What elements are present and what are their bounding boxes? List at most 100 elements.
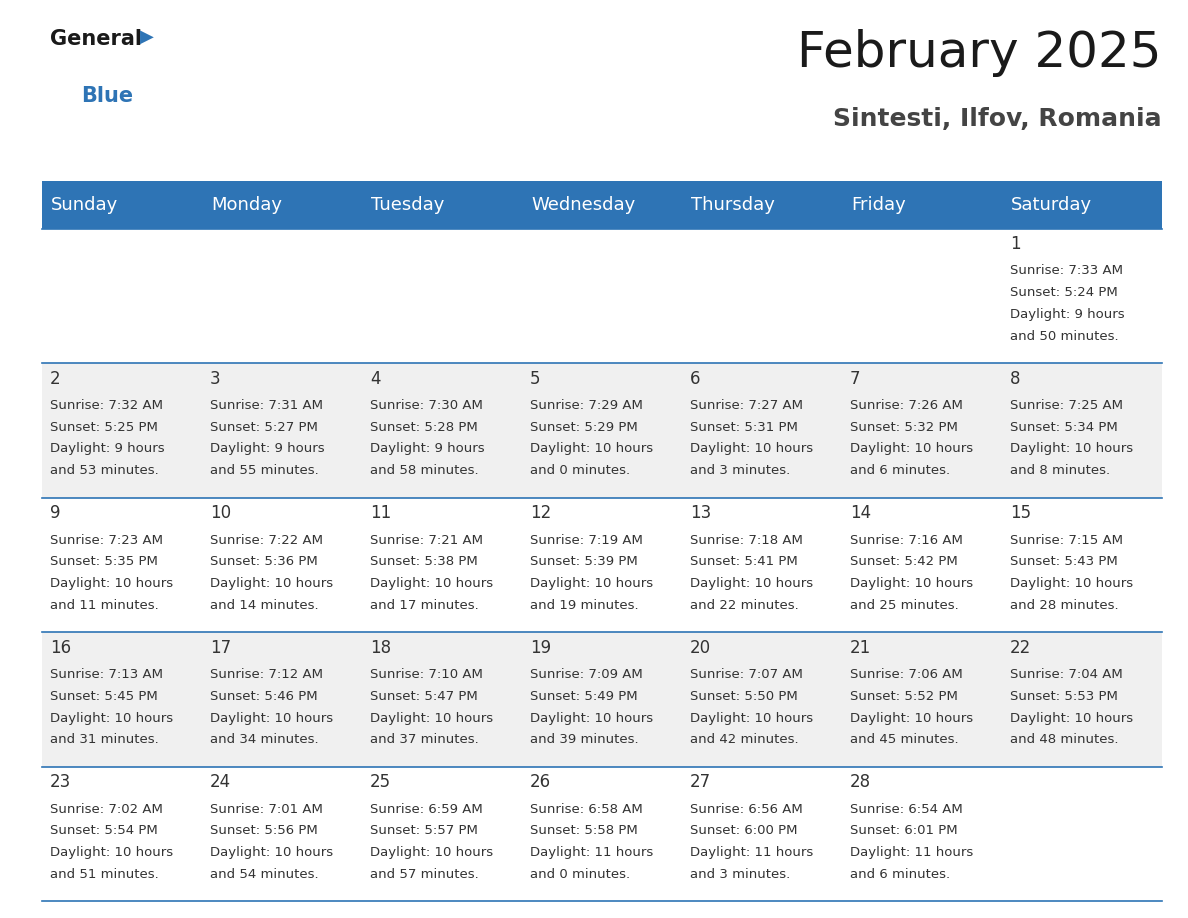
Text: Sunrise: 7:32 AM: Sunrise: 7:32 AM [50,399,163,412]
Text: 1: 1 [1010,235,1020,253]
Text: and 42 minutes.: and 42 minutes. [690,733,798,746]
Text: Sunset: 5:32 PM: Sunset: 5:32 PM [851,420,958,433]
Text: Daylight: 10 hours: Daylight: 10 hours [210,711,333,724]
Bar [42,498,1162,633]
Text: Sunset: 5:49 PM: Sunset: 5:49 PM [530,689,638,703]
Text: Sunrise: 7:18 AM: Sunrise: 7:18 AM [690,533,803,546]
Text: Sunrise: 7:13 AM: Sunrise: 7:13 AM [50,668,163,681]
Text: Sintesti, Ilfov, Romania: Sintesti, Ilfov, Romania [833,107,1162,131]
Text: Daylight: 10 hours: Daylight: 10 hours [690,442,813,455]
Text: Sunset: 5:52 PM: Sunset: 5:52 PM [851,689,958,703]
Text: Daylight: 11 hours: Daylight: 11 hours [851,846,973,859]
Text: Sunset: 5:46 PM: Sunset: 5:46 PM [210,689,317,703]
Text: Sunset: 5:39 PM: Sunset: 5:39 PM [530,555,638,568]
Text: Sunset: 5:50 PM: Sunset: 5:50 PM [690,689,798,703]
Text: and 28 minutes.: and 28 minutes. [1010,599,1119,611]
Text: Daylight: 10 hours: Daylight: 10 hours [851,442,973,455]
Text: and 58 minutes.: and 58 minutes. [369,465,479,477]
Text: and 14 minutes.: and 14 minutes. [210,599,318,611]
Text: 27: 27 [690,773,712,791]
Text: Monday: Monday [211,196,282,214]
Text: 16: 16 [50,639,71,656]
Text: General: General [50,29,141,50]
Text: Sunday: Sunday [51,196,119,214]
Text: Daylight: 11 hours: Daylight: 11 hours [690,846,814,859]
Text: Sunrise: 7:21 AM: Sunrise: 7:21 AM [369,533,484,546]
Text: Sunset: 5:34 PM: Sunset: 5:34 PM [1010,420,1118,433]
Text: Sunset: 5:25 PM: Sunset: 5:25 PM [50,420,158,433]
Text: Sunrise: 6:56 AM: Sunrise: 6:56 AM [690,802,803,816]
Text: Sunrise: 7:19 AM: Sunrise: 7:19 AM [530,533,643,546]
Text: and 54 minutes.: and 54 minutes. [210,868,318,880]
Text: Sunset: 6:00 PM: Sunset: 6:00 PM [690,824,797,837]
Text: Sunrise: 7:27 AM: Sunrise: 7:27 AM [690,399,803,412]
Text: and 6 minutes.: and 6 minutes. [851,465,950,477]
Text: 13: 13 [690,504,712,522]
Text: Daylight: 10 hours: Daylight: 10 hours [1010,577,1133,590]
Text: 12: 12 [530,504,551,522]
Text: Daylight: 10 hours: Daylight: 10 hours [210,577,333,590]
Text: Daylight: 10 hours: Daylight: 10 hours [530,442,653,455]
Text: 10: 10 [210,504,230,522]
Text: Sunset: 5:57 PM: Sunset: 5:57 PM [369,824,478,837]
Text: Sunset: 5:38 PM: Sunset: 5:38 PM [369,555,478,568]
Text: Sunset: 5:29 PM: Sunset: 5:29 PM [530,420,638,433]
Text: 8: 8 [1010,370,1020,387]
Text: Sunrise: 7:09 AM: Sunrise: 7:09 AM [530,668,643,681]
Text: Sunrise: 7:25 AM: Sunrise: 7:25 AM [1010,399,1123,412]
Text: Daylight: 10 hours: Daylight: 10 hours [1010,711,1133,724]
Text: 22: 22 [1010,639,1031,656]
Text: Daylight: 10 hours: Daylight: 10 hours [690,711,813,724]
Text: Daylight: 10 hours: Daylight: 10 hours [851,577,973,590]
Text: 9: 9 [50,504,61,522]
Text: Daylight: 9 hours: Daylight: 9 hours [1010,308,1125,320]
Text: and 55 minutes.: and 55 minutes. [210,465,318,477]
Text: Blue: Blue [81,86,133,106]
Text: 26: 26 [530,773,551,791]
Text: 25: 25 [369,773,391,791]
Text: Sunset: 5:54 PM: Sunset: 5:54 PM [50,824,158,837]
Text: 21: 21 [851,639,871,656]
Text: Daylight: 9 hours: Daylight: 9 hours [210,442,324,455]
Text: Sunset: 5:43 PM: Sunset: 5:43 PM [1010,555,1118,568]
Text: Sunset: 5:35 PM: Sunset: 5:35 PM [50,555,158,568]
Text: ▶: ▶ [140,28,154,46]
Text: 2: 2 [50,370,61,387]
Text: 28: 28 [851,773,871,791]
Text: Sunset: 5:47 PM: Sunset: 5:47 PM [369,689,478,703]
Text: Sunset: 5:27 PM: Sunset: 5:27 PM [210,420,318,433]
Text: Saturday: Saturday [1011,196,1093,214]
Text: Daylight: 10 hours: Daylight: 10 hours [369,577,493,590]
Text: Daylight: 9 hours: Daylight: 9 hours [50,442,164,455]
Text: Sunrise: 6:54 AM: Sunrise: 6:54 AM [851,802,962,816]
Text: Sunrise: 7:10 AM: Sunrise: 7:10 AM [369,668,482,681]
Bar [42,767,1162,901]
Text: 18: 18 [369,639,391,656]
Text: Sunrise: 7:15 AM: Sunrise: 7:15 AM [1010,533,1123,546]
Text: and 34 minutes.: and 34 minutes. [210,733,318,746]
Text: 14: 14 [851,504,871,522]
Text: and 51 minutes.: and 51 minutes. [50,868,159,880]
Text: and 31 minutes.: and 31 minutes. [50,733,159,746]
Text: Daylight: 9 hours: Daylight: 9 hours [369,442,485,455]
Text: 17: 17 [210,639,230,656]
Text: and 8 minutes.: and 8 minutes. [1010,465,1111,477]
Text: Sunset: 5:41 PM: Sunset: 5:41 PM [690,555,798,568]
Text: Sunset: 6:01 PM: Sunset: 6:01 PM [851,824,958,837]
Text: Friday: Friday [852,196,906,214]
Text: Sunset: 5:28 PM: Sunset: 5:28 PM [369,420,478,433]
Bar [42,633,1162,767]
Text: Sunset: 5:31 PM: Sunset: 5:31 PM [690,420,798,433]
Text: Sunrise: 7:26 AM: Sunrise: 7:26 AM [851,399,963,412]
Text: and 0 minutes.: and 0 minutes. [530,868,630,880]
Text: Sunset: 5:45 PM: Sunset: 5:45 PM [50,689,158,703]
Text: and 6 minutes.: and 6 minutes. [851,868,950,880]
Text: and 11 minutes.: and 11 minutes. [50,599,159,611]
Text: and 50 minutes.: and 50 minutes. [1010,330,1119,342]
Text: and 53 minutes.: and 53 minutes. [50,465,159,477]
Text: Sunrise: 7:31 AM: Sunrise: 7:31 AM [210,399,323,412]
Text: Sunrise: 7:29 AM: Sunrise: 7:29 AM [530,399,643,412]
Text: Sunrise: 7:06 AM: Sunrise: 7:06 AM [851,668,962,681]
Text: Sunset: 5:56 PM: Sunset: 5:56 PM [210,824,317,837]
Text: 15: 15 [1010,504,1031,522]
